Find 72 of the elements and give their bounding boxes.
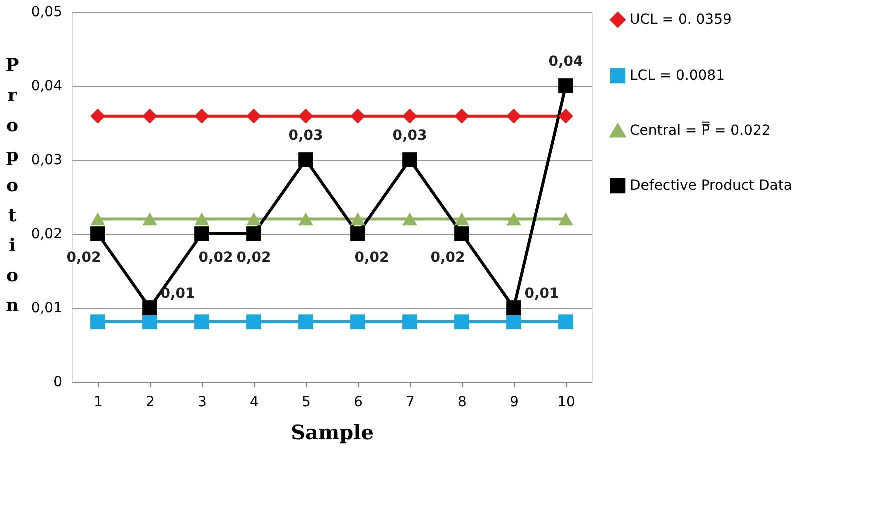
point	[506, 108, 522, 124]
y-tick-label: 0,03	[31, 152, 62, 168]
data-label: 0,02	[198, 250, 234, 266]
data-label: 0,01	[524, 286, 560, 302]
x-tick-label: 4	[250, 394, 260, 410]
data-label: 0,02	[236, 250, 272, 266]
point	[298, 152, 314, 168]
point	[90, 212, 106, 226]
point	[402, 314, 418, 330]
point	[298, 108, 314, 124]
data-label: 0,02	[66, 250, 102, 266]
legend-label: LCL = 0.0081	[630, 68, 725, 84]
point	[142, 300, 158, 316]
point	[90, 108, 106, 124]
point	[194, 108, 210, 124]
point	[350, 212, 366, 226]
point	[454, 108, 470, 124]
legend-label: UCL = 0. 0359	[630, 12, 732, 28]
point	[558, 212, 574, 226]
point	[246, 314, 262, 330]
point	[506, 212, 522, 226]
data-label: 0,04	[548, 54, 584, 70]
point	[558, 108, 574, 124]
point	[402, 152, 418, 168]
x-tick-label: 3	[198, 394, 207, 410]
x-axis-title: Sample	[291, 420, 374, 444]
point	[194, 212, 210, 226]
point	[506, 300, 522, 316]
point	[350, 314, 366, 330]
point	[194, 314, 210, 330]
x-tick-label: 9	[510, 394, 519, 410]
data-label: 0,01	[160, 286, 196, 302]
data-label: 0,02	[354, 250, 390, 266]
x-tick-label: 7	[406, 394, 415, 410]
point	[246, 108, 262, 124]
point	[350, 108, 366, 124]
point	[454, 212, 470, 226]
y-tick-label: 0	[54, 374, 62, 390]
point	[90, 226, 106, 242]
point	[142, 314, 158, 330]
data-label: 0,02	[430, 250, 466, 266]
point	[350, 226, 366, 242]
point	[246, 212, 262, 226]
point	[90, 314, 106, 330]
point	[142, 108, 158, 124]
x-tick-label: 1	[94, 394, 103, 410]
text: Propotion	[6, 56, 20, 316]
point	[298, 212, 314, 226]
x-tick-label: 6	[354, 394, 364, 410]
data-label: 0,03	[288, 128, 324, 144]
point	[142, 212, 158, 226]
x-tick-label: 5	[302, 394, 311, 410]
y-tick-label: 0,05	[31, 4, 62, 20]
data-label: 0,03	[392, 128, 428, 144]
legend-label: Defective Product Data	[630, 178, 792, 194]
legend-label: Central = P̿ = 0.022	[630, 121, 771, 139]
y-tick-label: 0,02	[31, 226, 62, 242]
y-tick-label: 0,01	[31, 300, 62, 316]
point	[194, 226, 210, 242]
point	[402, 108, 418, 124]
point	[298, 314, 314, 330]
point	[506, 314, 522, 330]
point	[246, 226, 262, 242]
point	[402, 212, 418, 226]
point	[454, 226, 470, 242]
y-tick-label: 0,04	[31, 78, 63, 94]
x-tick-label: 8	[458, 394, 467, 410]
point	[454, 314, 470, 330]
x-tick-label: 2	[146, 394, 155, 410]
point	[558, 314, 574, 330]
point	[558, 78, 574, 94]
x-tick-label: 10	[558, 394, 576, 410]
